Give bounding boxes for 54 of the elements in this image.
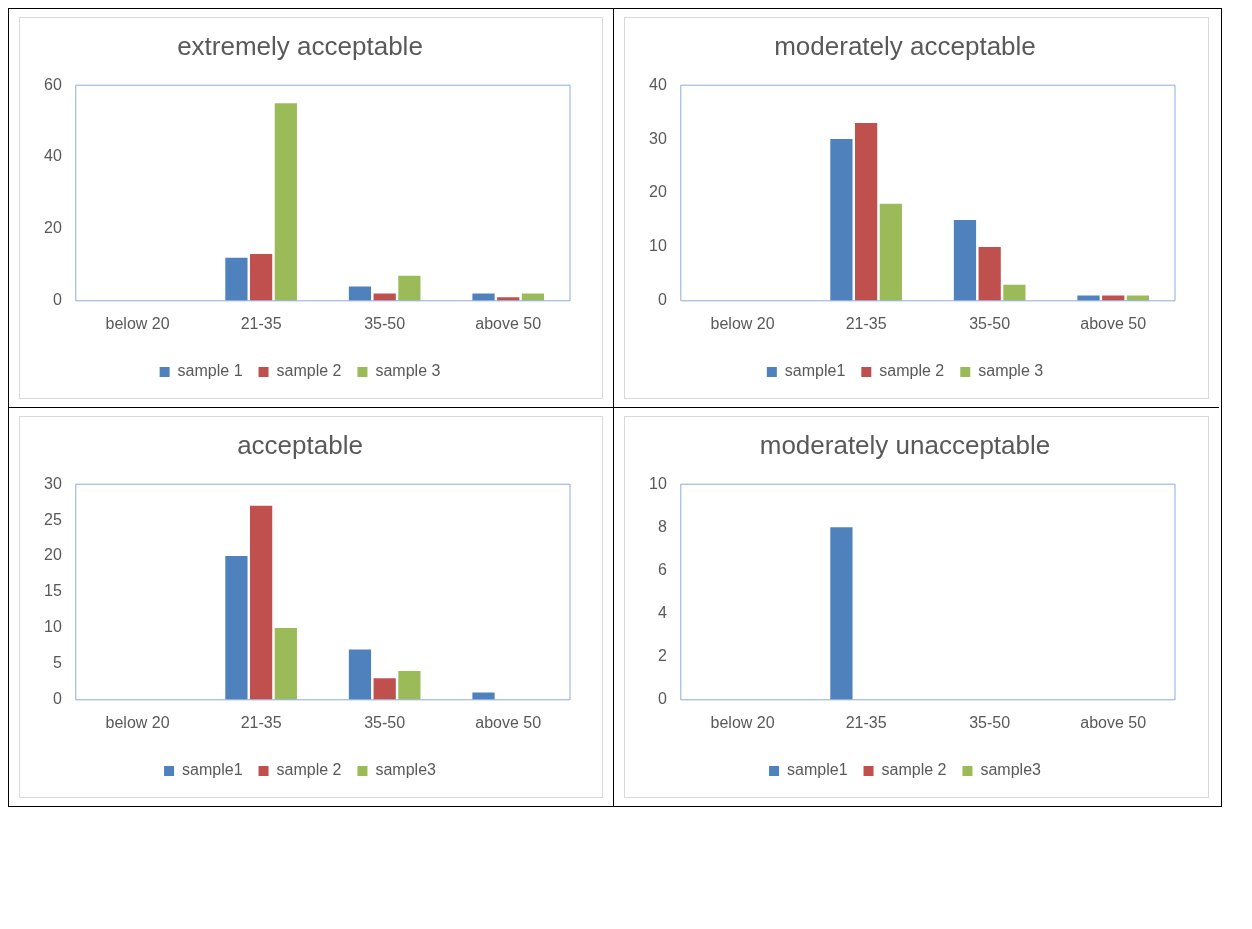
legend-label: sample3 [375, 761, 437, 779]
chart-title: extremely acceptable [177, 30, 423, 61]
legend-label: sample 2 [276, 362, 342, 380]
y-tick-label: 30 [649, 129, 667, 147]
y-tick-label: 0 [657, 291, 667, 309]
y-tick-label: 8 [657, 517, 667, 535]
y-tick-label: 40 [44, 147, 62, 165]
legend-label: sample1 [784, 362, 846, 380]
legend-label: sample 2 [881, 761, 947, 779]
legend-label: sample1 [182, 761, 243, 779]
y-tick-label: 20 [44, 546, 62, 564]
legend-label: sample3 [980, 761, 1042, 779]
x-tick-label: below 20 [710, 713, 775, 731]
y-tick-label: 10 [44, 618, 62, 636]
y-tick-label: 60 [44, 75, 62, 93]
x-tick-label: 21-35 [240, 713, 282, 731]
x-tick-label: above 50 [1080, 314, 1147, 332]
legend-label: sample 1 [177, 362, 243, 380]
y-tick-label: 6 [657, 560, 667, 578]
y-tick-label: 0 [52, 690, 62, 708]
y-tick-label: 10 [649, 237, 667, 255]
y-tick-label: 20 [649, 183, 667, 201]
x-tick-label: 35-50 [364, 314, 406, 332]
x-tick-label: 35-50 [969, 713, 1011, 731]
chart-title: acceptable [237, 429, 363, 460]
x-tick-label: 35-50 [969, 314, 1011, 332]
y-tick-label: 0 [52, 291, 62, 309]
legend-label: sample 2 [276, 761, 342, 779]
x-tick-label: below 20 [710, 314, 775, 332]
x-tick-label: below 20 [105, 713, 170, 731]
y-tick-label: 25 [44, 510, 62, 528]
x-tick-label: 21-35 [845, 314, 887, 332]
chart-title: moderately unacceptable [759, 429, 1051, 460]
chart-title: moderately acceptable [774, 30, 1036, 61]
x-tick-label: above 50 [1080, 713, 1147, 731]
x-tick-label: 21-35 [240, 314, 282, 332]
x-tick-label: 35-50 [364, 713, 406, 731]
legend-label: sample 2 [879, 362, 945, 380]
y-tick-label: 40 [649, 75, 667, 93]
legend-label: sample 3 [375, 362, 441, 380]
y-tick-label: 4 [657, 603, 667, 621]
y-tick-label: 2 [657, 647, 667, 665]
x-tick-label: 21-35 [845, 713, 887, 731]
x-tick-label: below 20 [105, 314, 170, 332]
y-tick-label: 0 [657, 690, 667, 708]
legend-label: sample 3 [978, 362, 1044, 380]
y-tick-label: 20 [44, 219, 62, 237]
y-tick-label: 5 [52, 654, 62, 672]
x-tick-label: above 50 [475, 713, 542, 731]
y-tick-label: 10 [649, 474, 667, 492]
y-tick-label: 30 [44, 474, 62, 492]
legend-label: sample1 [787, 761, 848, 779]
x-tick-label: above 50 [475, 314, 542, 332]
y-tick-label: 15 [44, 582, 62, 600]
